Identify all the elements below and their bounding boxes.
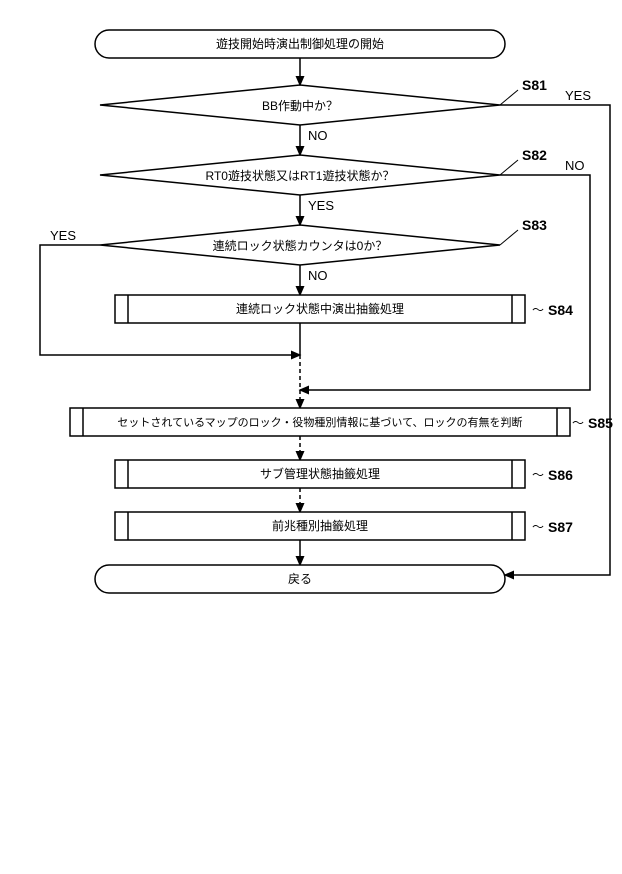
d1-text: BB作動中か？: [262, 98, 338, 113]
d3-step: S83: [522, 217, 547, 233]
process-s85: セットされているマップのロック・役物種別情報に基づいて、ロックの有無を判断 〜 …: [70, 408, 613, 436]
p2-text: セットされているマップのロック・役物種別情報に基づいて、ロックの有無を判断: [117, 415, 522, 429]
p2-step: S85: [588, 415, 613, 431]
tilde: 〜: [532, 468, 544, 482]
edge-d2-no: [300, 175, 590, 390]
d2-step: S82: [522, 147, 547, 163]
tilde: 〜: [572, 416, 584, 430]
d1-no-label: NO: [308, 128, 328, 143]
leader-line: [500, 90, 518, 105]
d1-step: S81: [522, 77, 547, 93]
start-label: 遊技開始時演出制御処理の開始: [216, 36, 384, 51]
decision-s83: 連続ロック状態カウンタは0か？ S83: [100, 217, 547, 265]
leader-line: [500, 160, 518, 175]
process-s86: サブ管理状態抽籤処理 〜 S86: [115, 460, 573, 488]
d2-text: RT0遊技状態又はRT1遊技状態か？: [206, 168, 395, 183]
tilde: 〜: [532, 303, 544, 317]
p3-text: サブ管理状態抽籤処理: [260, 466, 380, 481]
p3-step: S86: [548, 467, 573, 483]
leader-line: [500, 230, 518, 245]
terminator-return: 戻る: [95, 565, 505, 593]
p1-step: S84: [548, 302, 573, 318]
d3-yes-label: YES: [50, 228, 76, 243]
p4-step: S87: [548, 519, 573, 535]
return-label: 戻る: [288, 572, 312, 586]
d2-yes-label: YES: [308, 198, 334, 213]
d1-yes-label: YES: [565, 88, 591, 103]
terminator-start: 遊技開始時演出制御処理の開始: [95, 30, 505, 58]
process-s84: 連続ロック状態中演出抽籤処理 〜 S84: [115, 295, 573, 323]
d3-no-label: NO: [308, 268, 328, 283]
decision-s82: RT0遊技状態又はRT1遊技状態か？ S82: [100, 147, 547, 195]
decision-s81: BB作動中か？ S81: [100, 77, 547, 125]
p1-text: 連続ロック状態中演出抽籤処理: [236, 301, 404, 316]
p4-text: 前兆種別抽籤処理: [272, 518, 368, 533]
d2-no-label: NO: [565, 158, 585, 173]
process-s87: 前兆種別抽籤処理 〜 S87: [115, 512, 573, 540]
tilde: 〜: [532, 520, 544, 534]
d3-text: 連続ロック状態カウンタは0か？: [213, 238, 388, 253]
